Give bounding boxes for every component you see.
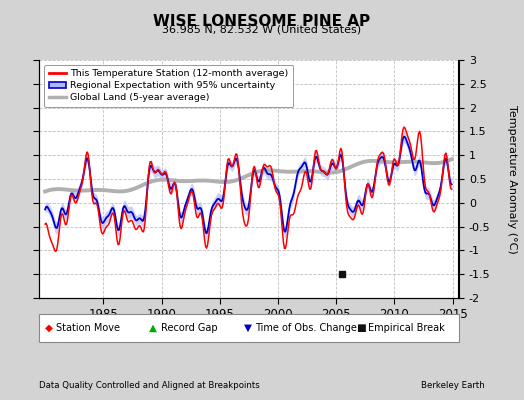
- Text: Berkeley Earth: Berkeley Earth: [421, 381, 485, 390]
- Y-axis label: Temperature Anomaly (°C): Temperature Anomaly (°C): [507, 105, 517, 253]
- Legend: This Temperature Station (12-month average), Regional Expectation with 95% uncer: This Temperature Station (12-month avera…: [44, 65, 293, 107]
- Text: Time of Obs. Change: Time of Obs. Change: [255, 323, 357, 333]
- Text: Data Quality Controlled and Aligned at Breakpoints: Data Quality Controlled and Aligned at B…: [39, 381, 260, 390]
- Text: ■: ■: [356, 323, 366, 333]
- Text: ▲: ▲: [149, 323, 157, 333]
- Text: WISE LONESOME PINE AP: WISE LONESOME PINE AP: [154, 14, 370, 29]
- Text: Station Move: Station Move: [56, 323, 120, 333]
- Text: 36.985 N, 82.532 W (United States): 36.985 N, 82.532 W (United States): [162, 25, 362, 35]
- Text: Empirical Break: Empirical Break: [368, 323, 444, 333]
- Text: Record Gap: Record Gap: [161, 323, 217, 333]
- Text: ▼: ▼: [244, 323, 252, 333]
- Text: ◆: ◆: [45, 323, 52, 333]
